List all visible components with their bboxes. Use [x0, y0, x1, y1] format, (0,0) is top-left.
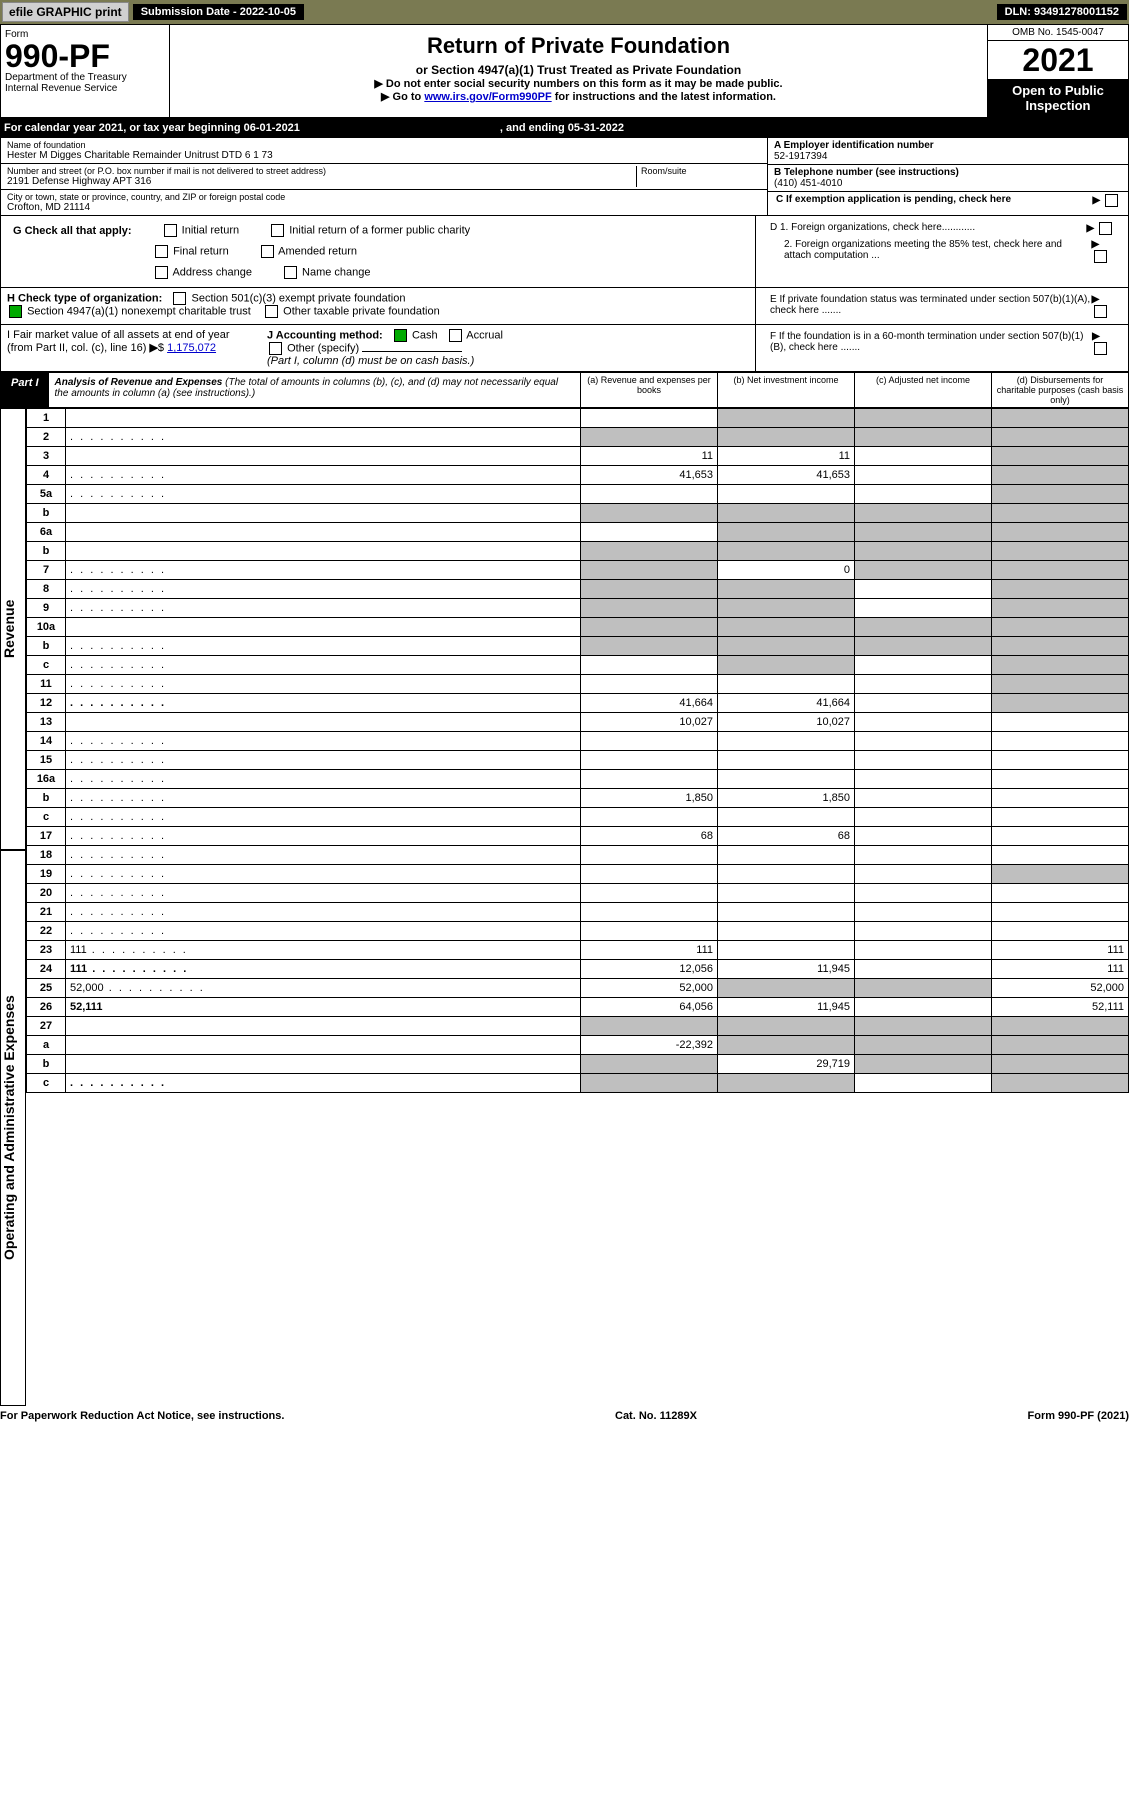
f-checkbox[interactable] — [1094, 342, 1107, 355]
table-row: 19 — [27, 865, 1129, 884]
table-row: 16a — [27, 770, 1129, 789]
note-link: ▶ Go to www.irs.gov/Form990PF for instru… — [174, 90, 983, 103]
table-row: 14 — [27, 732, 1129, 751]
note-ssn: ▶ Do not enter social security numbers o… — [174, 77, 983, 90]
open-public: Open to Public Inspection — [988, 79, 1128, 117]
fmv-link[interactable]: 1,175,072 — [167, 342, 216, 354]
street-address: 2191 Defense Highway APT 316 — [7, 176, 636, 187]
d1-checkbox[interactable] — [1099, 222, 1112, 235]
form-ref: Form 990-PF (2021) — [1028, 1410, 1129, 1422]
c-label: C If exemption application is pending, c… — [776, 194, 1011, 207]
table-row: 27 — [27, 1017, 1129, 1036]
g-initial-checkbox[interactable] — [164, 224, 177, 237]
table-row: a-22,392 — [27, 1036, 1129, 1055]
table-row: 2652,11164,05611,94552,111 — [27, 998, 1129, 1017]
city-label: City or town, state or province, country… — [7, 192, 761, 202]
h-4947-checkbox[interactable] — [9, 305, 22, 318]
c-checkbox[interactable] — [1105, 194, 1118, 207]
table-row: 18 — [27, 846, 1129, 865]
top-bar: efile GRAPHIC print Submission Date - 20… — [0, 0, 1129, 24]
table-row: 10a — [27, 618, 1129, 637]
e-checkbox[interactable] — [1094, 305, 1107, 318]
tel-value: (410) 451-4010 — [774, 178, 1122, 189]
table-row: 1310,02710,027 — [27, 713, 1129, 732]
col-a: (a) Revenue and expenses per books — [580, 373, 717, 407]
dept-label: Department of the Treasury Internal Reve… — [5, 72, 165, 94]
j-accrual-checkbox[interactable] — [449, 329, 462, 342]
h-501c3-checkbox[interactable] — [173, 292, 186, 305]
page-footer: For Paperwork Reduction Act Notice, see … — [0, 1406, 1129, 1426]
dln-label: DLN: 93491278001152 — [997, 4, 1127, 20]
col-b: (b) Net investment income — [717, 373, 854, 407]
table-row: 1241,66441,664 — [27, 694, 1129, 713]
table-row: c — [27, 656, 1129, 675]
irs-link[interactable]: www.irs.gov/Form990PF — [424, 91, 551, 103]
table-row: 441,65341,653 — [27, 466, 1129, 485]
table-row: 21 — [27, 903, 1129, 922]
table-row: b1,8501,850 — [27, 789, 1129, 808]
table-row: 23111111111 — [27, 941, 1129, 960]
g-row: G Check all that apply: Initial return I… — [7, 220, 749, 241]
submission-date: Submission Date - 2022-10-05 — [133, 4, 304, 20]
table-row: 20 — [27, 884, 1129, 903]
table-row: 70 — [27, 561, 1129, 580]
table-row: b — [27, 637, 1129, 656]
form-number: 990-PF — [5, 40, 165, 72]
table-row: 11 — [27, 675, 1129, 694]
g-initial-public-checkbox[interactable] — [271, 224, 284, 237]
tel-label: B Telephone number (see instructions) — [774, 167, 1122, 178]
part1-header: Part I Analysis of Revenue and Expenses … — [0, 372, 1129, 408]
table-row: 22 — [27, 922, 1129, 941]
table-row: 8 — [27, 580, 1129, 599]
table-row: 1 — [27, 409, 1129, 428]
ein-label: A Employer identification number — [774, 140, 1122, 151]
g-name-checkbox[interactable] — [284, 266, 297, 279]
table-row: 176868 — [27, 827, 1129, 846]
g-final-checkbox[interactable] — [155, 245, 168, 258]
foundation-name: Hester M Digges Charitable Remainder Uni… — [7, 150, 761, 161]
table-row: 2 — [27, 428, 1129, 447]
table-row: 5a — [27, 485, 1129, 504]
form-header: Form 990-PF Department of the Treasury I… — [0, 24, 1129, 118]
name-label: Name of foundation — [7, 140, 761, 150]
table-row: c — [27, 808, 1129, 827]
g-address-checkbox[interactable] — [155, 266, 168, 279]
table-row: 6a — [27, 523, 1129, 542]
revenue-label: Revenue — [0, 408, 26, 850]
form-title: Return of Private Foundation — [174, 33, 983, 59]
h-other-checkbox[interactable] — [265, 305, 278, 318]
addr-label: Number and street (or P.O. box number if… — [7, 166, 636, 176]
table-row: b29,719 — [27, 1055, 1129, 1074]
table-row: b — [27, 542, 1129, 561]
city-value: Crofton, MD 21114 — [7, 202, 761, 213]
analysis-table: 1231111441,65341,6535ab6ab708910abc11124… — [26, 408, 1129, 1093]
tax-year: 2021 — [988, 41, 1128, 79]
part-tag: Part I — [1, 373, 49, 407]
omb-number: OMB No. 1545-0047 — [988, 25, 1128, 41]
table-row: 2411112,05611,945111 — [27, 960, 1129, 979]
col-c: (c) Adjusted net income — [854, 373, 991, 407]
table-row: 31111 — [27, 447, 1129, 466]
form-subtitle: or Section 4947(a)(1) Trust Treated as P… — [174, 63, 983, 77]
cat-no: Cat. No. 11289X — [615, 1410, 697, 1422]
j-other-checkbox[interactable] — [269, 342, 282, 355]
table-row: c — [27, 1074, 1129, 1093]
room-label: Room/suite — [641, 166, 761, 176]
table-row: 9 — [27, 599, 1129, 618]
ein-value: 52-1917394 — [774, 151, 1122, 162]
d2-checkbox[interactable] — [1094, 250, 1107, 263]
table-row: b — [27, 504, 1129, 523]
efile-button[interactable]: efile GRAPHIC print — [2, 2, 129, 22]
paperwork-notice: For Paperwork Reduction Act Notice, see … — [0, 1410, 284, 1422]
table-row: 2552,00052,00052,000 — [27, 979, 1129, 998]
calendar-year-row: For calendar year 2021, or tax year begi… — [0, 118, 1129, 138]
col-d: (d) Disbursements for charitable purpose… — [991, 373, 1128, 407]
j-cash-checkbox[interactable] — [394, 329, 407, 342]
table-row: 15 — [27, 751, 1129, 770]
g-amended-checkbox[interactable] — [261, 245, 274, 258]
expenses-label: Operating and Administrative Expenses — [0, 850, 26, 1406]
